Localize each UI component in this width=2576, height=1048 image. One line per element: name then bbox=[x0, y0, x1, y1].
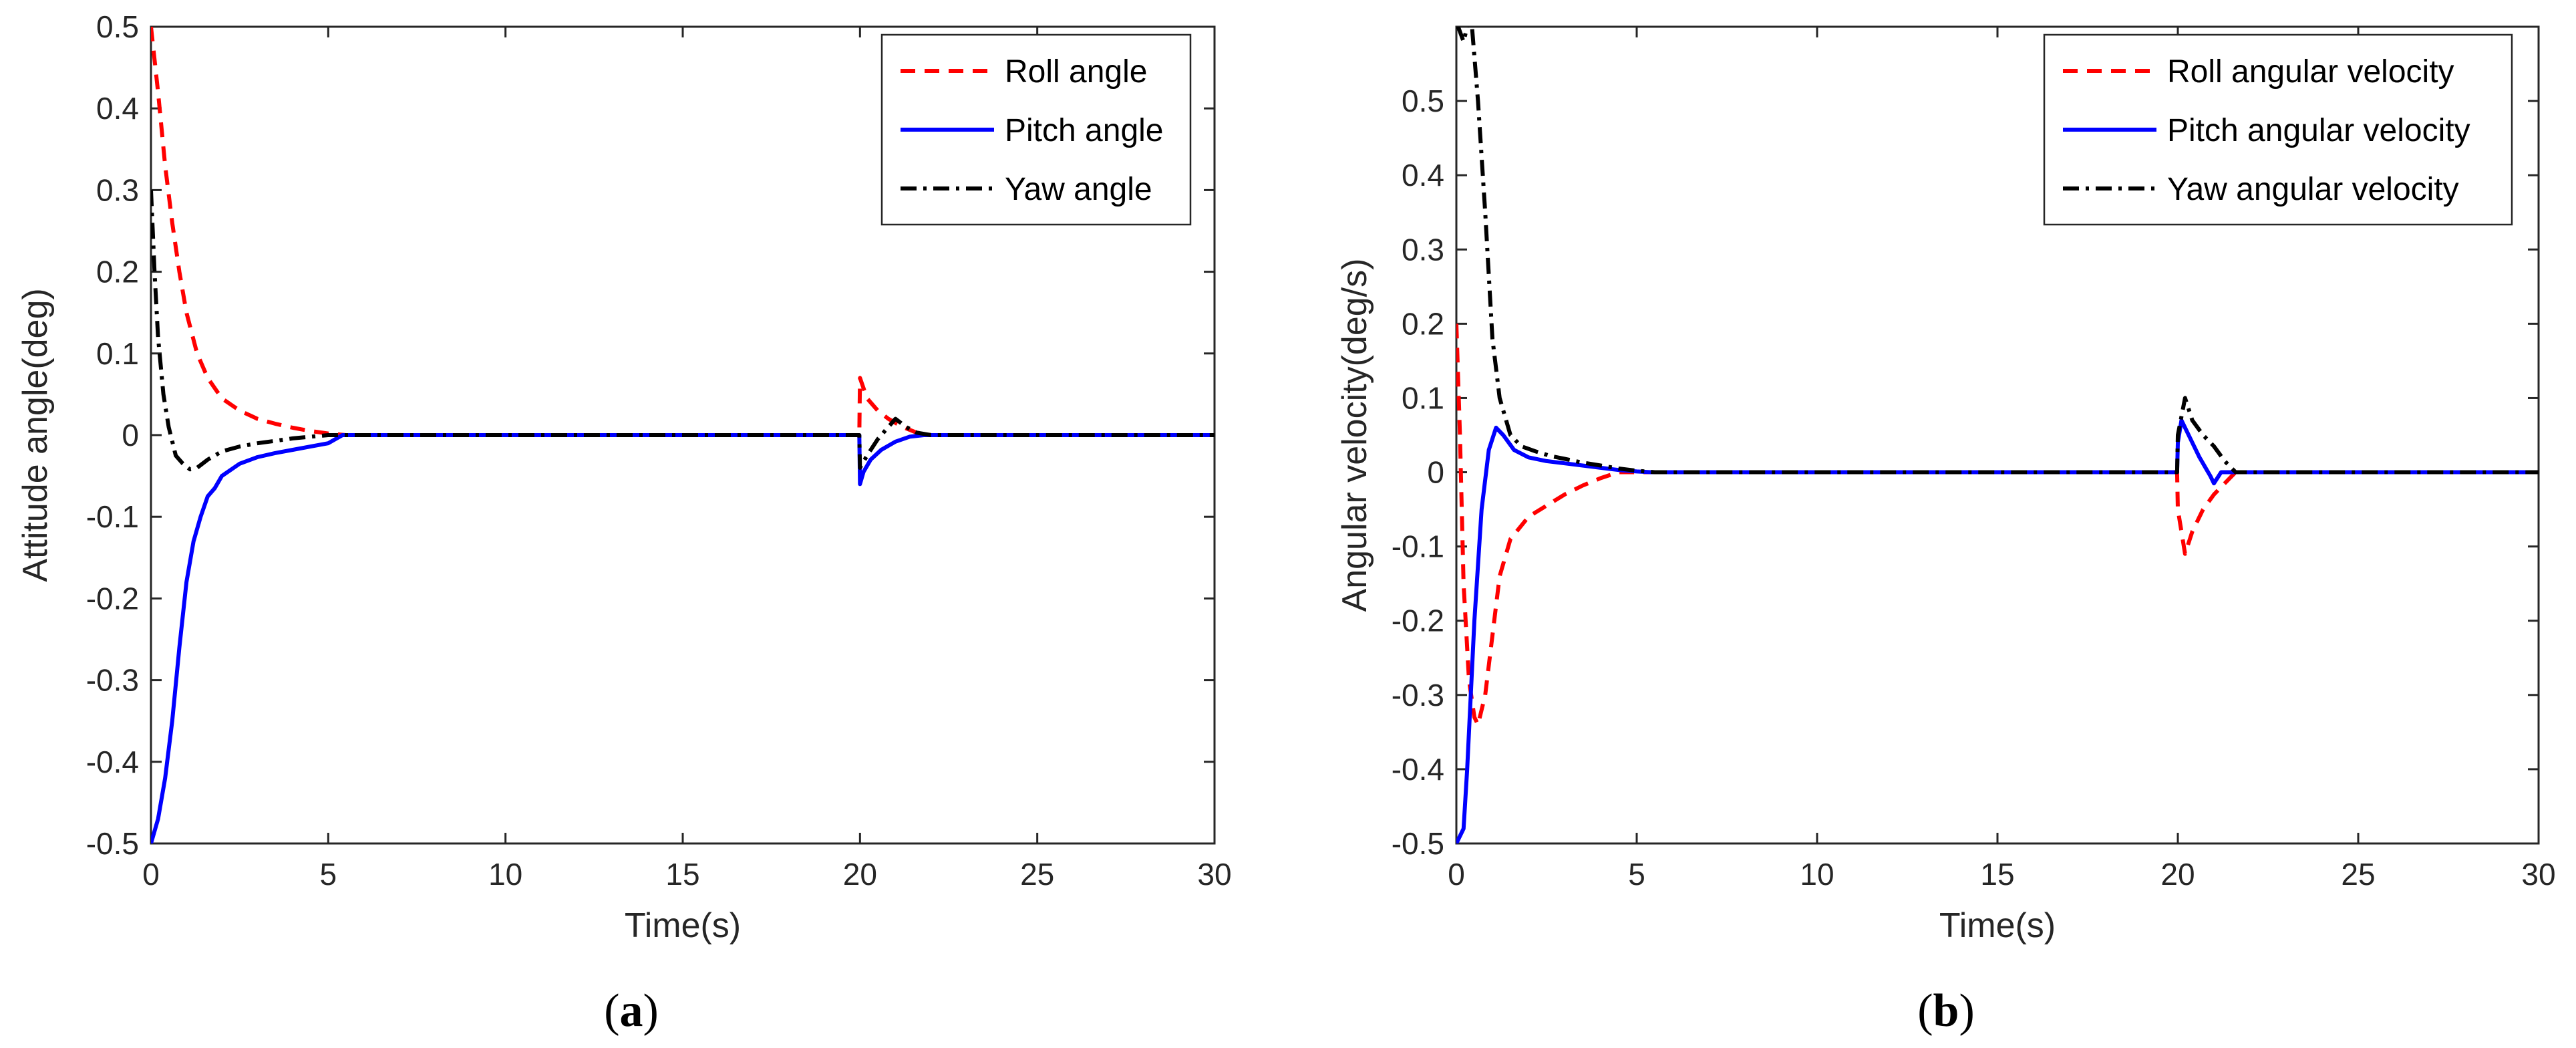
legend-label: Yaw angle bbox=[1005, 172, 1152, 207]
y-tick-label: -0.1 bbox=[86, 499, 139, 534]
y-tick-label: 0.5 bbox=[1402, 84, 1444, 118]
y-tick-label: 0 bbox=[122, 418, 139, 452]
y-axis-title: Angular velocity(deg/s) bbox=[1335, 259, 1374, 612]
x-tick-label: 5 bbox=[1628, 857, 1645, 892]
legend-label: Roll angular velocity bbox=[2167, 54, 2454, 90]
caption-close-paren: ) bbox=[643, 985, 659, 1037]
x-tick-label: 15 bbox=[1980, 857, 2014, 892]
series-layer bbox=[151, 27, 1215, 843]
y-axis-title: Attitude angle(deg) bbox=[16, 288, 55, 581]
x-axis-title: Time(s) bbox=[1939, 906, 2056, 945]
x-tick-label: 25 bbox=[1020, 857, 1054, 892]
legend-label: Roll angle bbox=[1005, 54, 1147, 90]
caption-letter: a bbox=[620, 985, 643, 1037]
y-tick-label: 0.4 bbox=[1402, 158, 1444, 192]
x-tick-label: 5 bbox=[320, 857, 337, 892]
panel-caption: (b) bbox=[1917, 985, 1975, 1037]
x-tick-label: 30 bbox=[2521, 857, 2555, 892]
y-tick-label: 0.1 bbox=[1402, 380, 1444, 415]
y-tick-label: 0.1 bbox=[96, 336, 139, 371]
x-tick-label: 0 bbox=[1448, 857, 1465, 892]
y-tick-label: 0.5 bbox=[96, 9, 139, 44]
legend: Roll angular velocity Pitch angular veloc… bbox=[2043, 33, 2513, 226]
x-tick-label: 10 bbox=[488, 857, 522, 892]
caption-letter: b bbox=[1933, 985, 1959, 1037]
y-tick-label: -0.3 bbox=[86, 663, 139, 698]
y-tick-label: 0.3 bbox=[1402, 232, 1444, 267]
series-layer bbox=[1456, 27, 2539, 843]
x-tick-label: 30 bbox=[1197, 857, 1231, 892]
chart-panel-b: 0 5 10 15 20 25 30 -0.5 -0.4 -0.3 -0.2 -0.1 0 0.1 0.2 0… bbox=[1335, 25, 2556, 1037]
series-line-pitch-angular-velocity bbox=[1456, 418, 2539, 843]
series-line-yaw-angular-velocity bbox=[1456, 27, 2539, 475]
y-tick-label: 0 bbox=[1427, 455, 1444, 490]
chart-panel-a: 0 5 10 15 20 25 30 -0.5 -0.4 -0.3 -0.2 -0.1 0 0.1 0.2 0… bbox=[16, 9, 1232, 1037]
legend-label: Pitch angle bbox=[1005, 113, 1164, 148]
x-tick-label: 0 bbox=[142, 857, 160, 892]
y-tick-label: 0.2 bbox=[96, 255, 139, 289]
legend: Roll angle Pitch angle Yaw angle bbox=[880, 33, 1192, 226]
y-tick-label: 0.4 bbox=[96, 91, 139, 126]
y-tick-label: -0.5 bbox=[1392, 826, 1444, 861]
y-tick-label: 0.2 bbox=[1402, 306, 1444, 341]
x-axis-title: Time(s) bbox=[625, 906, 741, 945]
caption-close-paren: ) bbox=[1959, 985, 1974, 1037]
y-tick-label: -0.3 bbox=[1392, 678, 1444, 712]
series-line-roll-angle bbox=[151, 27, 1215, 437]
series-line-yaw-angle bbox=[151, 190, 1215, 472]
y-tick-label: -0.1 bbox=[1392, 529, 1444, 564]
y-tick-label: -0.4 bbox=[86, 745, 139, 779]
panel-caption: (a) bbox=[604, 985, 659, 1037]
caption-open-paren: ( bbox=[604, 985, 619, 1037]
y-tick-label: -0.2 bbox=[1392, 604, 1444, 638]
y-tick-label: -0.5 bbox=[86, 826, 139, 861]
y-tick-label: -0.2 bbox=[86, 581, 139, 616]
axis-ticks: 0 5 10 15 20 25 30 -0.5 -0.4 -0.3 -0.2 -0.1 0 0.1 0.2 0… bbox=[86, 9, 1232, 892]
x-tick-label: 20 bbox=[843, 857, 877, 892]
legend-label: Yaw angular velocity bbox=[2167, 172, 2459, 207]
axis-ticks: 0 5 10 15 20 25 30 -0.5 -0.4 -0.3 -0.2 -0.1 0 0.1 0.2 0… bbox=[1392, 27, 2556, 892]
y-tick-label: -0.4 bbox=[1392, 752, 1444, 787]
series-line-roll-angular-velocity bbox=[1456, 323, 2539, 727]
x-tick-label: 20 bbox=[2160, 857, 2195, 892]
series-line-pitch-angle bbox=[151, 433, 1215, 843]
x-tick-label: 10 bbox=[1800, 857, 1834, 892]
x-tick-label: 25 bbox=[2341, 857, 2375, 892]
x-tick-label: 15 bbox=[665, 857, 699, 892]
y-tick-label: 0.3 bbox=[96, 172, 139, 207]
caption-open-paren: ( bbox=[1917, 985, 1933, 1037]
legend-label: Pitch angular velocity bbox=[2167, 113, 2470, 148]
